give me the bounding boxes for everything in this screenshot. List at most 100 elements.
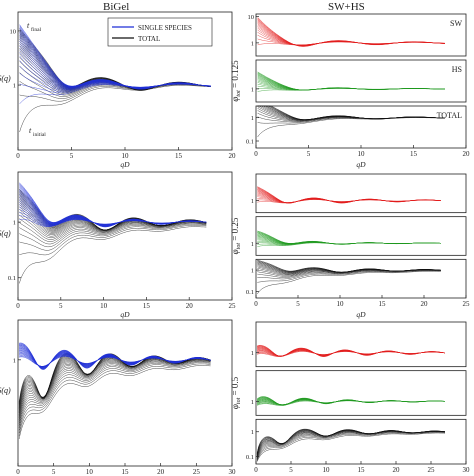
- right-column-title: SW+HS: [328, 1, 365, 13]
- right-panel-3-row-1-curve-15: [257, 344, 446, 357]
- legend-single-label: SINGLE SPECIES: [138, 24, 192, 32]
- left-panel-3-total-curve-0: [18, 365, 211, 440]
- left-column-title: BiGel: [103, 1, 130, 13]
- left-panel-2-single-curve-18: [19, 185, 207, 227]
- left-panel-1-ytick-label: 1: [13, 83, 16, 90]
- right-panel-1-row-1-ytick-label: 1: [251, 40, 254, 47]
- left-panel-3-ylabel: S(q): [0, 386, 11, 395]
- left-panel-3-ytick-label: 1: [13, 357, 16, 364]
- right-panel-1-row-3-ytick-label: 1: [251, 115, 254, 122]
- right-panel-2-row-3-xtick-label: 5: [296, 300, 300, 308]
- left-panel-3-xtick-label: 10: [86, 468, 94, 476]
- left-panel-3-total-curve-6: [18, 359, 211, 424]
- right-panel-2-row-1-curve-12: [257, 188, 441, 204]
- right-panel-3-row-3-ytick-label: 0.1: [246, 454, 254, 461]
- left-panel-2-xtick-label: 0: [16, 302, 20, 310]
- right-panel-2-row-3-xtick-label: 10: [337, 300, 345, 308]
- left-panel-2-xtick-label: 5: [59, 302, 63, 310]
- right-panel-3-row-1-ytick-label: 1: [251, 350, 254, 357]
- left-panel-3-xtick-label: 25: [193, 468, 201, 476]
- left-panel-3-frame: [17, 319, 233, 467]
- left-panel-3-xtick-label: 20: [157, 468, 165, 476]
- right-panel-2-row-3-curve-2: [257, 270, 441, 280]
- annotation-final: t: [27, 21, 30, 30]
- right-panel-3-row-1-frame: [255, 321, 467, 368]
- left-panel-3-xtick-label: 15: [122, 468, 130, 476]
- left-panel-1-total-curve-21: [19, 28, 211, 91]
- right-panel-3-row-3-curve-1: [256, 432, 446, 461]
- right-panel-3-row-3-ytick-label: 1: [251, 429, 254, 436]
- right-panel-1-row-1-label: SW: [450, 19, 462, 28]
- left-panel-1-total-curve-1: [19, 84, 211, 102]
- right-panel-2-row-2-curve-15: [257, 230, 441, 245]
- right-panel-2-xlabel: qD: [356, 310, 366, 319]
- right-panel-2-row-3-ytick-label: 1: [251, 268, 254, 275]
- left-panel-1-single-curve-21: [19, 24, 211, 90]
- right-panel-1-row-3-xtick-label: 20: [463, 150, 471, 158]
- right-panel-2-row-3-xtick-label: 0: [254, 300, 258, 308]
- right-panel-1-row-1-curve-15: [257, 17, 446, 47]
- left-panel-3-total-curve-4: [18, 360, 211, 428]
- right-panel-3-row-3-curve-0: [256, 432, 446, 462]
- right-panel-2-row-1-curve-9: [257, 190, 441, 204]
- right-panel-2-row-1-frame: [255, 173, 467, 214]
- right-panel-1-row-1-frame: [255, 13, 467, 57]
- right-panel-2-row-3-curve-1: [257, 270, 441, 283]
- right-panel-1-row-2-frame: [255, 59, 467, 103]
- right-panel-2-row-3-curve-0: [257, 271, 441, 295]
- left-panel-1-single-curve-0: [19, 84, 211, 104]
- right-panel-3-row-2-curve-15: [256, 396, 446, 406]
- right-panel-1-row-2-ytick-label: 1: [251, 86, 254, 93]
- left-panel-3-total-curve-3: [18, 361, 211, 431]
- right-panel-1-row-3-xtick-label: 0: [254, 150, 258, 158]
- right-panel-3-row-3-xtick-label: 30: [463, 466, 471, 474]
- right-panel-1-row-3-xtick-label: 15: [410, 150, 418, 158]
- left-panel-1-xtick-label: 20: [229, 152, 237, 160]
- right-panel-2-row-2-ytick-label: 1: [251, 241, 254, 248]
- left-panel-1-xtick-label: 10: [122, 152, 130, 160]
- right-panel-1-row-2-label: HS: [452, 65, 462, 74]
- right-panel-3-row-3-xtick-label: 0: [254, 466, 258, 474]
- left-panel-3-single-curve-21: [19, 342, 211, 370]
- right-panel-2-row-1-curve-11: [257, 188, 441, 204]
- right-panel-2-row-1-curve-13: [257, 187, 441, 204]
- left-panel-2-xtick-label: 15: [143, 302, 151, 310]
- left-panel-2-total-curve-1: [19, 225, 207, 256]
- left-panel-3: 0510152025301qDS(q): [0, 319, 236, 476]
- right-panel-2-row-3-ytick-label: 0.1: [246, 289, 254, 296]
- right-panel-3-phi-label: φtot = 0.5: [230, 376, 242, 409]
- left-panel-1-legend: SINGLE SPECIES TOTAL: [107, 17, 213, 47]
- annotation-initial-sub: initial: [33, 132, 46, 138]
- right-panel-1: 10 1 SW 1 HS 0 5 10 15 20 1 0.1 TOTAL qD φtot = 0.125: [230, 13, 471, 169]
- right-panel-1-phi-label: φtot = 0.125: [230, 60, 242, 102]
- right-panel-1-row-2-curve-15: [257, 71, 446, 91]
- left-panel-2-ytick-label: 0.1: [8, 275, 16, 282]
- right-panel-2-row-1-ytick-label: 1: [251, 198, 254, 205]
- right-panel-2-row-1-curve-10: [257, 189, 441, 204]
- right-panel-2-row-3-xtick-label: 15: [379, 300, 387, 308]
- right-panel-3-row-1-curve-0: [257, 351, 446, 357]
- right-panel-1-row-3-xtick-label: 10: [358, 150, 366, 158]
- right-panel-3-row-3-xtick-label: 20: [393, 466, 401, 474]
- right-panel-3-row-3-curve-15: [256, 428, 446, 454]
- left-panel-2-xtick-label: 20: [186, 302, 194, 310]
- legend-box: [107, 17, 213, 47]
- right-panel-3-row-2-frame: [255, 370, 467, 416]
- left-panel-2-ylabel: S(q): [0, 229, 11, 238]
- left-panel-1-xlabel: qD: [120, 160, 130, 169]
- left-panel-2-frame: [17, 171, 233, 301]
- left-panel-1-xtick-label: 0: [16, 152, 20, 160]
- right-panel-2-row-3-xtick-label: 20: [421, 300, 429, 308]
- legend-total-label: TOTAL: [138, 35, 160, 43]
- left-panel-3-total-curve-8: [18, 358, 211, 420]
- right-panel-1-row-3-label: TOTAL: [437, 111, 463, 120]
- right-panel-1-row-1-curve-4: [257, 29, 446, 46]
- left-panel-2-single-curve-21: [19, 182, 207, 228]
- left-panel-3-total-curve-5: [18, 360, 211, 426]
- left-panel-1-xtick-label: 15: [175, 152, 183, 160]
- left-panel-3-total-curve-9: [18, 358, 211, 418]
- left-panel-1-ytick-label: 10: [10, 28, 17, 35]
- right-panel-2-phi-label: φtot = 0.25: [230, 217, 242, 254]
